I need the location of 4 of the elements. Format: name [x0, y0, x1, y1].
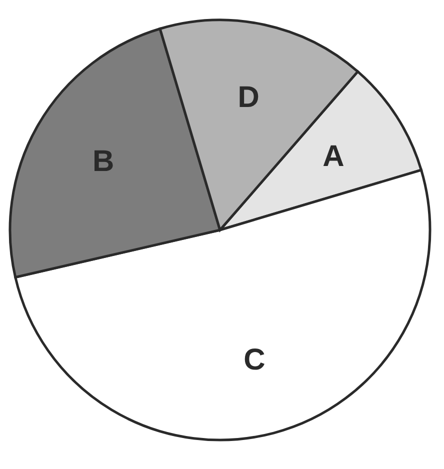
- slice-label: B: [92, 145, 114, 178]
- slice-label: D: [238, 81, 260, 114]
- slice-label: C: [244, 344, 266, 377]
- slice-label: A: [322, 140, 344, 173]
